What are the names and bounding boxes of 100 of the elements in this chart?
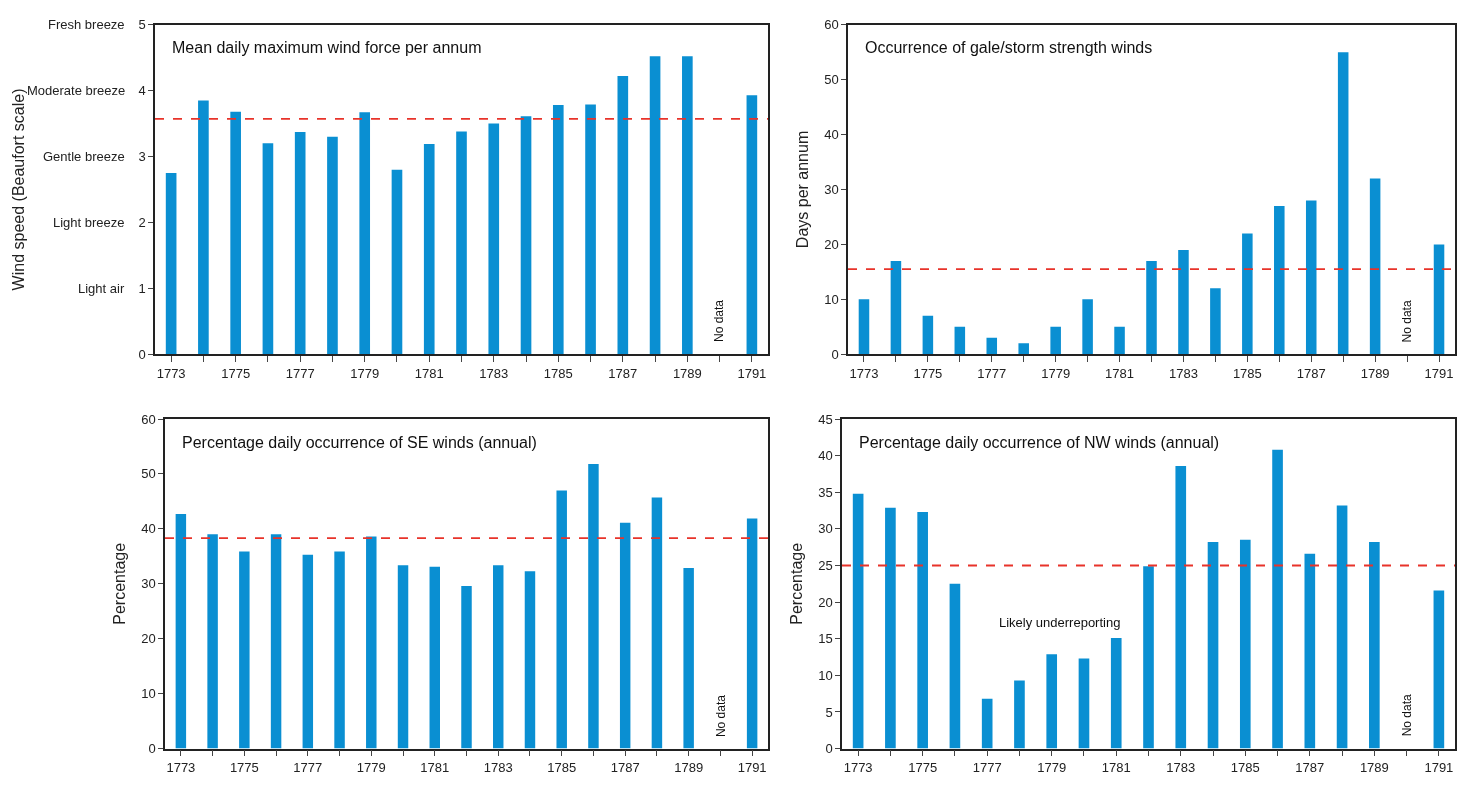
- bar: [207, 534, 218, 749]
- x-tick-label: 1773: [156, 365, 186, 381]
- bar: [327, 136, 338, 355]
- bar: [1110, 638, 1122, 749]
- x-tick-label: 1779: [1037, 759, 1067, 775]
- bar: [1146, 260, 1157, 355]
- x-tick-label: 1775: [221, 365, 251, 381]
- x-tick-label: 1781: [1105, 365, 1135, 381]
- y-axis-title: Wind speed (Beaufort scale): [9, 88, 27, 291]
- bar: [1114, 326, 1125, 355]
- bar: [852, 493, 864, 749]
- x-tick-label: 1777: [285, 365, 315, 381]
- y-tick-label: 60: [824, 17, 839, 33]
- bar: [1175, 465, 1187, 749]
- x-tick-label: 1777: [293, 759, 323, 775]
- bar: [1274, 205, 1285, 355]
- bar: [585, 104, 596, 355]
- bar: [461, 586, 472, 749]
- x-tick-label: 1787: [1295, 759, 1325, 775]
- x-tick-label: 1779: [350, 365, 380, 381]
- bar: [1239, 539, 1251, 749]
- bar: [294, 132, 306, 355]
- bar: [1369, 542, 1380, 749]
- x-tick-label: 1783: [479, 365, 509, 381]
- x-tick-label: 1775: [229, 759, 259, 775]
- bar: [922, 315, 934, 355]
- bar: [488, 123, 500, 355]
- bar: [552, 105, 564, 355]
- bar: [175, 514, 187, 749]
- bar: [885, 507, 896, 749]
- y-tick-label: 40: [824, 127, 839, 143]
- y-tick-label: 50: [824, 72, 839, 88]
- y-tick-label: 40: [818, 448, 833, 464]
- bar: [1433, 244, 1445, 355]
- bar: [1305, 200, 1317, 355]
- text: Light breeze: [53, 215, 125, 230]
- y-tick-label: 35: [818, 484, 833, 500]
- bar: [1433, 590, 1445, 749]
- y-tick-label: 30: [141, 576, 156, 592]
- y-tick-label: 2: [138, 214, 146, 230]
- bar: [1082, 299, 1093, 355]
- x-tick-label: 1781: [420, 759, 450, 775]
- annotation: Percentage daily occurrence of NW winds (annual): [859, 434, 1220, 451]
- bar: [270, 534, 282, 749]
- bar: [1336, 505, 1348, 749]
- y-tick-label: 25: [818, 558, 833, 574]
- y-axis-title: Percentage: [110, 542, 128, 625]
- bar: [366, 536, 377, 749]
- x-tick-label: 1773: [166, 759, 196, 775]
- annotation: No data: [1399, 693, 1414, 737]
- x-tick-label: 1791: [1424, 759, 1454, 775]
- x-tick-label: 1781: [414, 365, 444, 381]
- text: Fresh breeze: [48, 17, 125, 32]
- x-tick-label: 1791: [1424, 365, 1454, 381]
- bar: [949, 583, 961, 749]
- x-tick-label: 1779: [1041, 365, 1071, 381]
- y-tick-label: 45: [818, 411, 833, 427]
- x-tick-label: 1789: [674, 759, 704, 775]
- annotation: No data: [713, 694, 728, 738]
- text: Gentle breeze: [43, 149, 125, 164]
- bar: [986, 337, 998, 355]
- bar: [1272, 449, 1283, 749]
- bar: [682, 56, 693, 355]
- x-tick-label: 1773: [843, 759, 873, 775]
- bar: [1304, 553, 1316, 749]
- bar: [165, 172, 177, 355]
- y-tick-label: 20: [818, 594, 833, 610]
- x-tick-label: 1791: [737, 365, 767, 381]
- bar: [617, 76, 629, 355]
- bar: [230, 111, 241, 355]
- y-tick-label: 15: [818, 631, 833, 647]
- bar: [746, 518, 758, 749]
- bar: [520, 116, 532, 355]
- x-tick-label: 1775: [908, 759, 938, 775]
- bar: [746, 95, 758, 355]
- y-tick-label: 5: [138, 17, 146, 33]
- bar: [1369, 178, 1381, 355]
- bar: [683, 567, 694, 749]
- text: Moderate breeze: [27, 83, 126, 98]
- bar: [456, 131, 467, 355]
- y-tick-label: 10: [818, 667, 833, 683]
- x-tick-label: 1785: [547, 759, 577, 775]
- annotation: Occurrence of gale/storm strength winds: [865, 39, 1153, 56]
- bar: [1207, 542, 1219, 749]
- y-tick-label: 3: [138, 149, 146, 165]
- bar: [651, 497, 663, 749]
- bar: [429, 566, 440, 749]
- bar: [1014, 680, 1025, 749]
- bar: [198, 100, 209, 355]
- x-tick-label: 1773: [849, 365, 879, 381]
- y-tick-label: 30: [818, 521, 833, 537]
- y-tick-label: 0: [148, 741, 156, 757]
- annotation: No data: [1399, 300, 1414, 343]
- bar: [1210, 288, 1221, 355]
- bar: [1143, 566, 1154, 749]
- x-tick-label: 1791: [737, 759, 767, 775]
- y-tick-label: 10: [141, 686, 156, 702]
- x-tick-label: 1789: [1359, 759, 1389, 775]
- x-tick-label: 1783: [1168, 365, 1198, 381]
- bar: [524, 571, 536, 749]
